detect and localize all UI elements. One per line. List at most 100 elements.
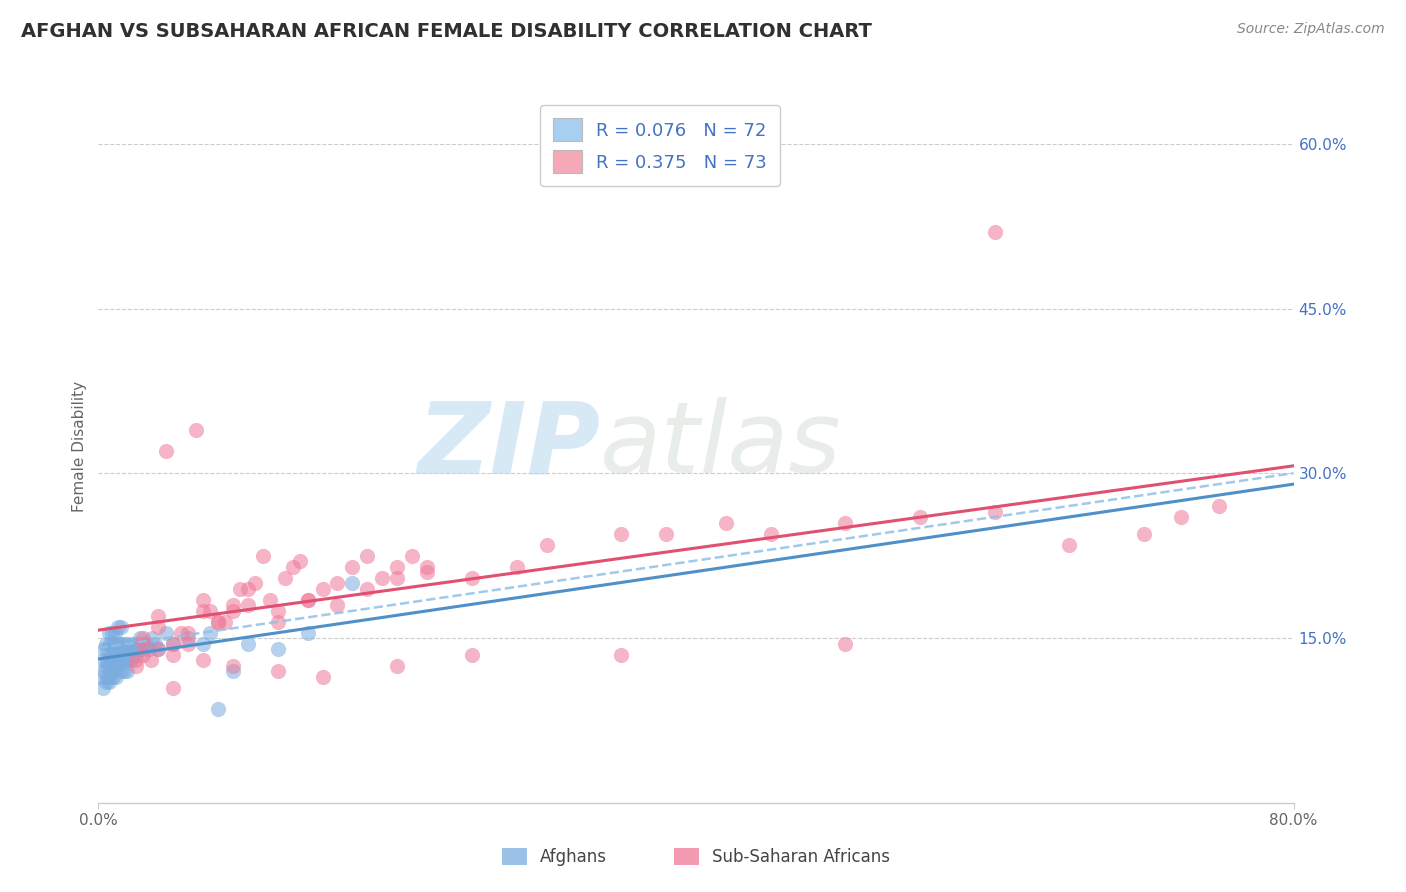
Point bbox=[101, 664, 124, 678]
Point bbox=[281, 559, 304, 574]
Point bbox=[107, 658, 129, 673]
Point bbox=[128, 642, 150, 657]
Point bbox=[98, 637, 122, 651]
Point bbox=[984, 225, 1007, 239]
Point bbox=[148, 620, 170, 634]
Point bbox=[103, 637, 125, 651]
Point bbox=[311, 669, 333, 683]
Text: ZIP: ZIP bbox=[418, 398, 600, 494]
Point bbox=[252, 549, 274, 563]
Point bbox=[461, 648, 484, 662]
Point bbox=[155, 444, 177, 458]
Point bbox=[94, 675, 117, 690]
Point bbox=[127, 637, 149, 651]
Point bbox=[125, 648, 148, 662]
Point bbox=[177, 625, 200, 640]
Point bbox=[177, 631, 200, 645]
Point bbox=[117, 653, 139, 667]
Point bbox=[114, 637, 136, 651]
Point bbox=[191, 592, 214, 607]
Point bbox=[112, 664, 135, 678]
Point bbox=[143, 637, 166, 651]
Point bbox=[148, 642, 170, 657]
Point bbox=[91, 653, 114, 667]
Text: Source: ZipAtlas.com: Source: ZipAtlas.com bbox=[1237, 22, 1385, 37]
Point bbox=[714, 516, 737, 530]
Point bbox=[610, 526, 633, 541]
Point bbox=[103, 669, 125, 683]
Point bbox=[222, 664, 245, 678]
Point bbox=[245, 576, 267, 591]
Point bbox=[98, 653, 122, 667]
Text: atlas: atlas bbox=[600, 398, 842, 494]
Point bbox=[1133, 526, 1156, 541]
Point bbox=[104, 642, 127, 657]
Point bbox=[148, 609, 170, 624]
Point bbox=[222, 658, 245, 673]
Point bbox=[416, 559, 439, 574]
Point bbox=[111, 637, 134, 651]
Point bbox=[506, 559, 529, 574]
Point bbox=[107, 642, 129, 657]
Point bbox=[207, 615, 229, 629]
Point bbox=[132, 642, 155, 657]
Point bbox=[91, 681, 114, 695]
Point bbox=[94, 637, 117, 651]
Point bbox=[834, 516, 856, 530]
Point bbox=[191, 637, 214, 651]
Point bbox=[112, 642, 135, 657]
Point bbox=[162, 637, 184, 651]
Point bbox=[135, 637, 157, 651]
Point bbox=[105, 669, 128, 683]
Point bbox=[267, 642, 290, 657]
Point bbox=[200, 604, 222, 618]
Point bbox=[191, 653, 214, 667]
Point bbox=[121, 637, 143, 651]
Point bbox=[236, 637, 259, 651]
Point bbox=[93, 664, 115, 678]
Point bbox=[267, 604, 290, 618]
Point bbox=[97, 675, 120, 690]
Point bbox=[101, 625, 124, 640]
Point bbox=[132, 648, 155, 662]
Point bbox=[132, 631, 155, 645]
Point bbox=[236, 582, 259, 596]
Point bbox=[139, 653, 162, 667]
Point bbox=[110, 664, 132, 678]
Point bbox=[129, 631, 152, 645]
Point bbox=[96, 653, 118, 667]
Point bbox=[1059, 538, 1081, 552]
Point bbox=[120, 653, 142, 667]
Point bbox=[222, 604, 245, 618]
Point bbox=[191, 604, 214, 618]
Point bbox=[110, 620, 132, 634]
Point bbox=[117, 637, 139, 651]
Point bbox=[155, 625, 177, 640]
Point bbox=[207, 702, 229, 716]
Point bbox=[288, 554, 311, 568]
Point bbox=[908, 510, 931, 524]
Point bbox=[356, 582, 378, 596]
Point bbox=[138, 642, 160, 657]
Point bbox=[759, 526, 782, 541]
Point bbox=[124, 642, 146, 657]
Point bbox=[94, 658, 117, 673]
Point bbox=[118, 642, 141, 657]
Point bbox=[108, 637, 131, 651]
Point bbox=[101, 642, 124, 657]
Point bbox=[342, 576, 364, 591]
Point bbox=[115, 642, 138, 657]
Point bbox=[536, 538, 558, 552]
Point bbox=[184, 423, 207, 437]
Point bbox=[207, 615, 229, 629]
Text: AFGHAN VS SUBSAHARAN AFRICAN FEMALE DISABILITY CORRELATION CHART: AFGHAN VS SUBSAHARAN AFRICAN FEMALE DISA… bbox=[21, 22, 872, 41]
Point bbox=[610, 648, 633, 662]
Point bbox=[371, 571, 394, 585]
Point bbox=[90, 669, 112, 683]
Point bbox=[125, 658, 148, 673]
Point bbox=[98, 669, 122, 683]
Y-axis label: Female Disability: Female Disability bbox=[72, 380, 87, 512]
Point bbox=[162, 681, 184, 695]
Point bbox=[103, 653, 125, 667]
Point bbox=[834, 637, 856, 651]
